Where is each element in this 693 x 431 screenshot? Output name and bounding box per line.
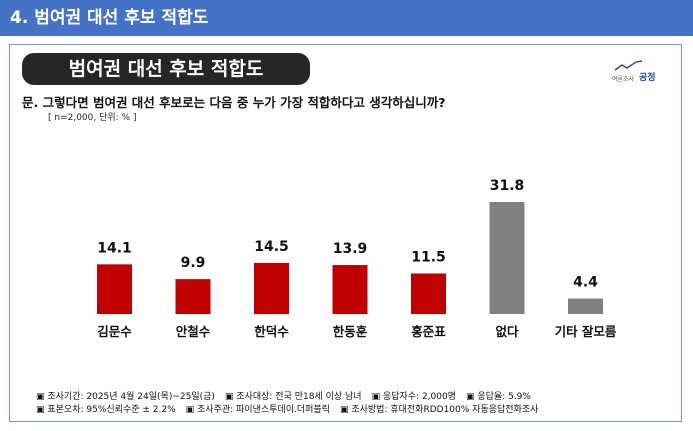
chart-title: 범여권 대선 후보 적합도 <box>68 58 264 80</box>
logo-small-text: 여론조사 <box>612 76 635 83</box>
category-label: 없다 <box>495 324 519 339</box>
bar-value-label: 13.9 <box>333 241 368 257</box>
footer-item: ▣ 응답자수: 2,000명 <box>371 392 456 402</box>
bar-6 <box>568 298 603 314</box>
logo-brand-text: 공정 <box>639 73 656 83</box>
bar-value-label: 14.1 <box>97 240 132 256</box>
footer-item: ▣ 응답율: 5.9% <box>466 392 531 402</box>
survey-footer: ▣ 조사기간: 2025년 4월 24일(목)~25일(금) ▣ 조사대상: 전국… <box>36 391 676 417</box>
bar-1 <box>175 279 211 314</box>
category-label: 기타 잘모름 <box>555 324 617 339</box>
trend-line-icon <box>614 60 643 71</box>
footer-item: ▣ 조사주관: 파이낸스투데이.더퍼블릭 <box>185 405 330 415</box>
chart-card <box>9 44 682 422</box>
category-label: 안철수 <box>176 324 211 339</box>
bar-3 <box>332 265 368 314</box>
category-label: 한동훈 <box>333 324 368 339</box>
footer-item: ▣ 조사방법: 휴대전화RDD100% 자동응답전화조사 <box>339 405 539 415</box>
footer-item: ▣ 표본오차: 95%신뢰수준 ± 2.2% <box>36 405 176 415</box>
bar-2 <box>254 262 289 314</box>
category-label: 김문수 <box>97 324 132 339</box>
survey-question: 문. 그렇다면 범여권 대선 후보로는 다음 중 누가 가장 적합하다고 생각하… <box>22 95 446 110</box>
footer-item: ▣ 조사대상: 전국 만18세 이상 남녀 <box>224 392 362 402</box>
category-label: 한덕수 <box>254 324 289 339</box>
sample-unit-note: [ n=2,000, 단위: % ] <box>48 113 137 123</box>
category-label: 홍준표 <box>411 324 446 339</box>
section-title: 4. 범여권 대선 후보 적합도 <box>10 8 209 28</box>
bar-5 <box>489 202 525 314</box>
bar-value-label: 31.8 <box>490 178 525 194</box>
bar-4 <box>411 273 446 314</box>
bar-value-label: 14.5 <box>254 239 289 255</box>
bar-value-label: 4.4 <box>573 275 598 291</box>
bar-value-label: 11.5 <box>411 249 446 265</box>
bar-0 <box>97 264 132 314</box>
section-header-band: 4. 범여권 대선 후보 적합도 <box>0 0 693 36</box>
footer-row-2: ▣ 표본오차: 95%신뢰수준 ± 2.2% ▣ 조사주관: 파이낸스투데이.더퍼… <box>36 404 676 417</box>
pollster-logo: 여론조사 공정 <box>606 60 668 86</box>
bar-value-label: 9.9 <box>181 255 206 271</box>
bar-group: 14.1 김문수 9.9 안철수 14.5 한덕수 13.9 한동훈 11.5 홍준표 31.8 없다… <box>97 178 617 339</box>
footer-row-1: ▣ 조사기간: 2025년 4월 24일(목)~25일(금) ▣ 조사대상: 전국… <box>36 391 676 404</box>
footer-item: ▣ 조사기간: 2025년 4월 24일(목)~25일(금) <box>36 392 215 402</box>
chart-title-pill: 범여권 대선 후보 적합도 <box>22 53 310 85</box>
